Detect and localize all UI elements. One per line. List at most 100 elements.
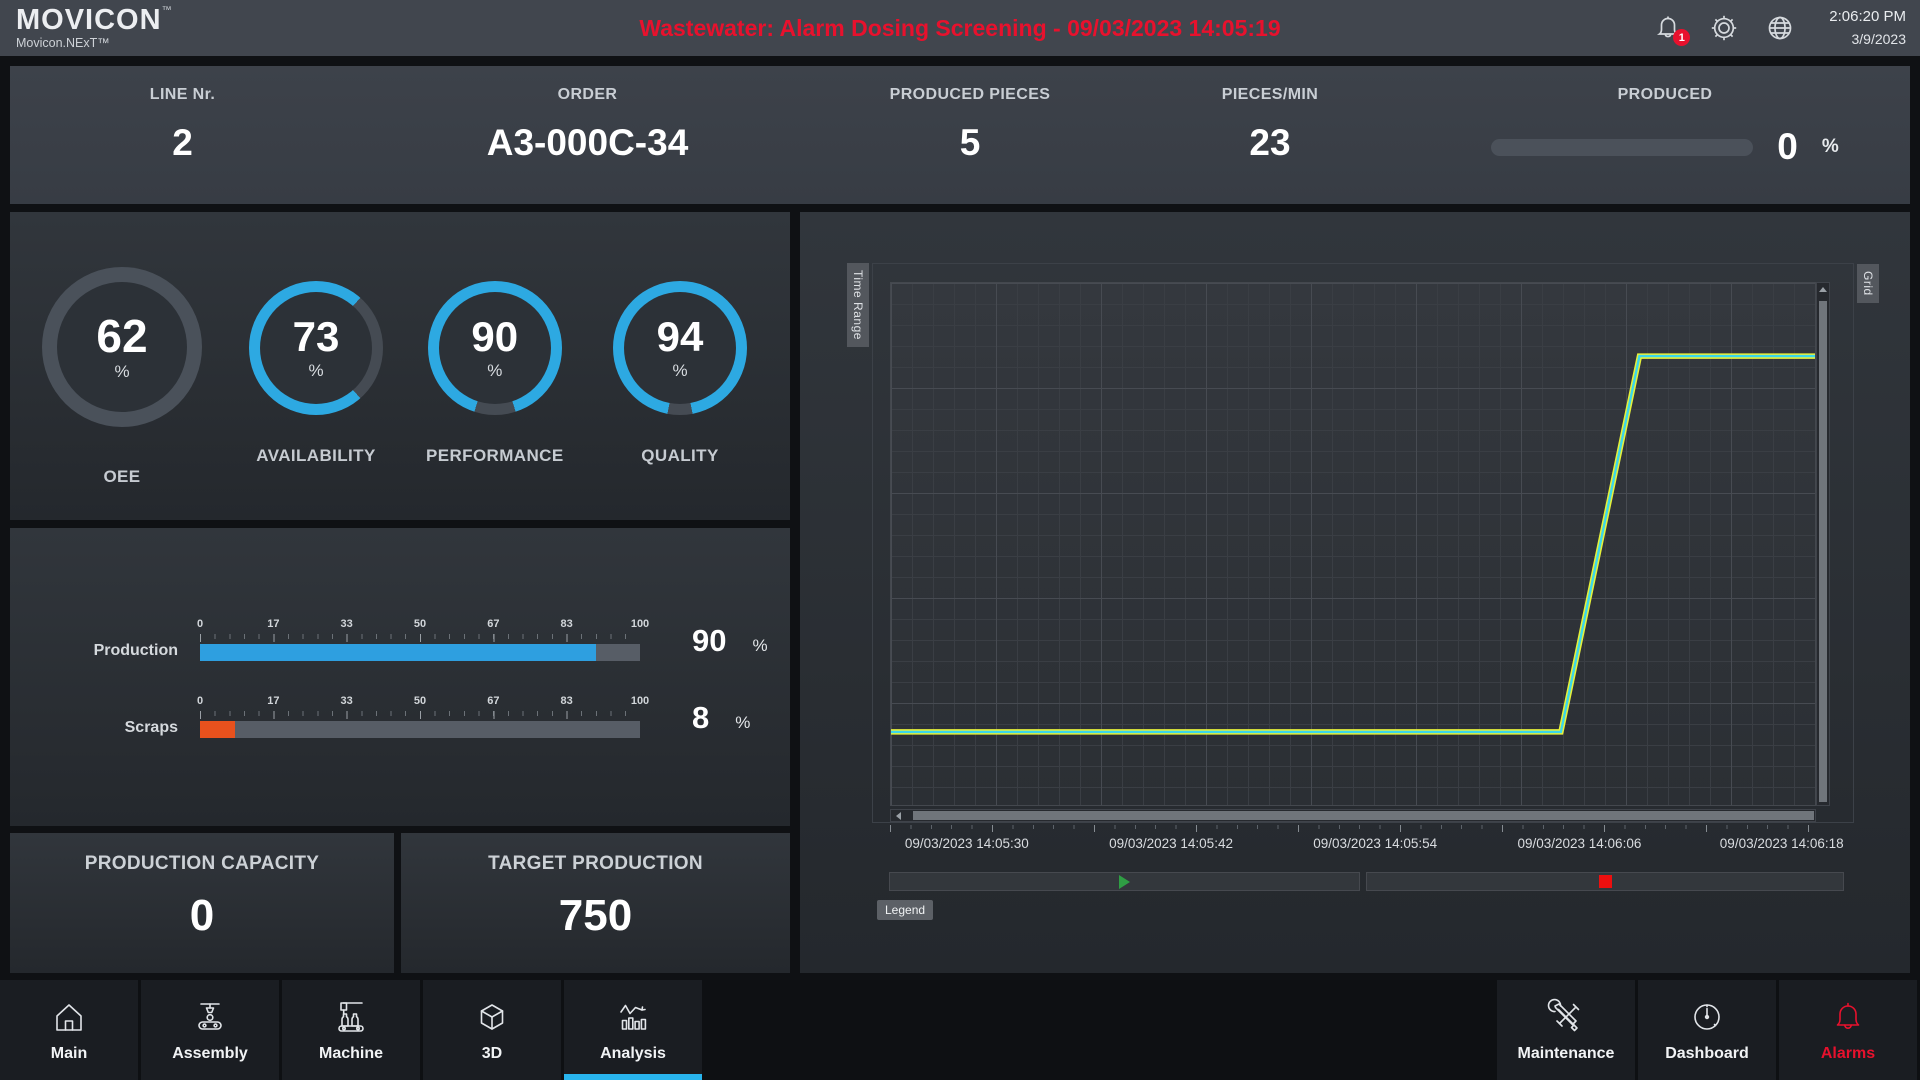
logo-subtitle: Movicon.NExT™ (16, 36, 110, 51)
gauge-quality-label: QUALITY (641, 446, 719, 465)
gauge-availability-label: AVAILABILITY (256, 446, 376, 465)
scraps-scale-ticks (200, 711, 640, 719)
cube-3d-icon (480, 1004, 504, 1030)
scraps-slider[interactable] (200, 721, 640, 738)
dashboard-clock-icon (1694, 1004, 1720, 1030)
scraps-value: 8 (692, 700, 710, 735)
gauge-availability-unit: % (308, 360, 324, 380)
x-axis-label: 09/03/2023 14:05:54 (1313, 836, 1438, 851)
production-slider-label: Production (93, 642, 178, 659)
production-scale-numbers: 0 17 33 50 67 83 100 (196, 618, 650, 630)
target-production-label: TARGET PRODUCTION (488, 853, 703, 874)
kpi-line-value: 2 (172, 122, 193, 163)
gauge-availability-value: 73 (292, 312, 340, 360)
trend-chart-panel: Time Range Grid 09/03/2023 14:05:30 09/0… (800, 212, 1910, 973)
scraps-slider-row: Scraps 0 17 33 50 67 83 100 8 % (10, 695, 790, 738)
language-globe-icon[interactable] (1765, 13, 1795, 43)
production-scale-ticks (200, 634, 640, 642)
trend-svg (891, 353, 1815, 735)
movicon-logo: MOVICON™ Movicon.NExT™ (16, 6, 172, 50)
bottom-navigation: Main Assembly Machine 3D Analysis Mainte… (0, 980, 1920, 1080)
target-production-card: TARGET PRODUCTION 750 (401, 833, 790, 973)
time-axis-labels: 09/03/2023 14:05:30 09/03/2023 14:05:42 … (890, 836, 1844, 854)
machine-icon (338, 1002, 364, 1032)
nav-item-3d[interactable]: 3D (423, 980, 561, 1080)
x-axis-label: 09/03/2023 14:05:30 (904, 836, 1029, 851)
vertical-scrollbar[interactable] (1816, 282, 1830, 806)
logo-text: MOVICON (16, 4, 162, 37)
horizontal-scrollbar[interactable] (890, 809, 1816, 822)
stop-record-icon[interactable] (1598, 875, 1612, 888)
kpi-produced-pieces-value: 5 (959, 122, 981, 163)
nav-item-alarms[interactable]: Alarms (1779, 980, 1917, 1080)
current-date: 3/9/2023 (1851, 30, 1907, 47)
nav-item-dashboard[interactable]: Dashboard (1638, 980, 1776, 1080)
kpi-line-number: LINE Nr. 2 (10, 66, 355, 204)
trend-stop-bar[interactable] (1366, 872, 1844, 891)
produced-progress-bar (1491, 138, 1754, 156)
oee-gauges-panel: 62 % OEE 73 % AVAILABILITY 90 % PERFORMA… (10, 212, 790, 520)
production-slider-row: Production 0 17 33 50 67 83 100 90 % (10, 618, 790, 661)
kpi-produced-value: 0 (1777, 126, 1798, 167)
gauge-quality-ring: 94 % (613, 281, 747, 415)
x-axis-label: 09/03/2023 14:06:18 (1719, 836, 1844, 851)
gauge-performance: 90 % PERFORMANCE (426, 281, 564, 466)
kpi-order-value: A3-000C-34 (486, 122, 689, 163)
nav-item-analysis[interactable]: Analysis (564, 980, 702, 1080)
production-capacity-label: PRODUCTION CAPACITY (84, 853, 320, 874)
vertical-scrollbar-thumb[interactable] (1819, 301, 1827, 802)
x-axis-label: 09/03/2023 14:05:42 (1109, 836, 1233, 851)
trend-plot-area[interactable] (890, 282, 1816, 806)
target-production-value: 750 (558, 891, 633, 940)
nav-item-maintenance[interactable]: Maintenance (1497, 980, 1635, 1080)
nav-item-assembly[interactable]: Assembly (141, 980, 279, 1080)
settings-gear-icon[interactable] (1709, 13, 1739, 43)
scroll-left-arrow-icon[interactable] (896, 811, 901, 820)
nav-item-main[interactable]: Main (0, 980, 138, 1080)
nav-item-machine[interactable]: Machine (282, 980, 420, 1080)
trend-chart-frame (872, 263, 1854, 823)
trend-play-bar[interactable] (889, 872, 1360, 891)
home-icon (56, 1004, 82, 1031)
kpi-produced-label: PRODUCED (1617, 86, 1713, 103)
analysis-chart-icon (620, 1004, 647, 1030)
grid-button[interactable]: Grid (1857, 264, 1879, 303)
notifications-bell-icon[interactable]: 1 (1653, 13, 1691, 46)
notification-badge: 1 (1673, 29, 1691, 46)
kpi-pieces-min-label: PIECES/MIN (1221, 86, 1319, 103)
production-value: 90 (692, 623, 727, 658)
production-unit: % (752, 636, 768, 655)
production-slider-fill (200, 644, 596, 661)
maintenance-tools-icon (1547, 998, 1580, 1032)
kpi-produced-pieces-label: PRODUCED PIECES (889, 86, 1051, 103)
time-range-button[interactable]: Time Range (847, 263, 869, 347)
scraps-slider-label: Scraps (124, 719, 178, 736)
play-icon[interactable] (1119, 874, 1130, 889)
scraps-scale-numbers: 0 17 33 50 67 83 100 (196, 695, 650, 707)
kpi-strip: LINE Nr. 2 ORDER A3-000C-34 PRODUCED PIE… (10, 66, 1910, 204)
kpi-order-label: ORDER (557, 86, 618, 103)
production-capacity-value: 0 (189, 891, 215, 940)
legend-button[interactable]: Legend (877, 900, 934, 920)
trend-line-1 (891, 353, 1815, 735)
horizontal-scrollbar-thumb[interactable] (913, 811, 1814, 820)
alarm-banner: Wastewater: Alarm Dosing Screening - 09/… (639, 14, 1281, 41)
logo-trademark: ™ (161, 5, 172, 17)
gauge-performance-unit: % (487, 360, 503, 380)
production-slider[interactable] (200, 644, 640, 661)
kpi-pieces-min: PIECES/MIN 23 (1120, 66, 1420, 204)
top-bar: MOVICON™ Movicon.NExT™ Wastewater: Alarm… (0, 0, 1920, 56)
kpi-produced: PRODUCED 0 % (1420, 66, 1910, 204)
scroll-up-arrow-icon[interactable] (1819, 287, 1827, 292)
kpi-order: ORDER A3-000C-34 (355, 66, 820, 204)
gauge-availability-ring: 73 % (249, 281, 383, 415)
x-axis-label: 09/03/2023 14:06:06 (1517, 836, 1642, 851)
scraps-slider-fill (200, 721, 236, 738)
gauge-oee-value: 62 (96, 309, 148, 362)
kpi-produced-unit: % (1821, 136, 1839, 157)
production-sliders-panel: Production 0 17 33 50 67 83 100 90 % Scr… (10, 528, 790, 826)
assembly-icon (198, 1003, 222, 1030)
gauge-performance-label: PERFORMANCE (426, 446, 564, 465)
nav-spacer (705, 980, 1497, 1080)
gauge-performance-value: 90 (471, 312, 519, 360)
